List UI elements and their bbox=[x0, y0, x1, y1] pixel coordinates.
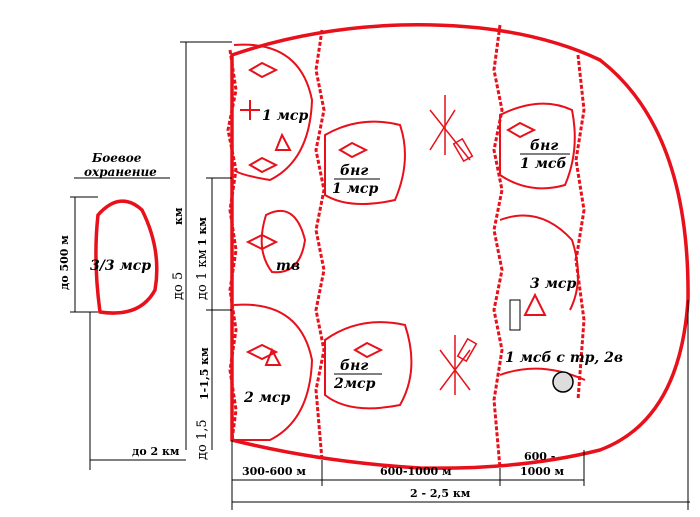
bng3-area bbox=[499, 102, 576, 190]
co2-label: 2 мср bbox=[243, 390, 290, 406]
guard-outline bbox=[94, 199, 159, 315]
guard-title-1: Боевое bbox=[91, 151, 142, 165]
separator-4 bbox=[574, 54, 586, 401]
guard-title-2: охранение bbox=[84, 165, 157, 179]
co1-area bbox=[233, 43, 314, 182]
co3-area bbox=[499, 214, 580, 311]
guard-unit-label: 3/3 мср bbox=[90, 258, 151, 274]
dimension-lines bbox=[70, 41, 690, 510]
unit-flag-icons bbox=[240, 100, 547, 366]
bng1-area bbox=[324, 120, 406, 205]
separator-2 bbox=[314, 29, 326, 461]
main-body-arc bbox=[499, 367, 586, 381]
bng2-area bbox=[324, 321, 413, 410]
bng1-top-label: бнг bbox=[340, 163, 368, 179]
co-front-label-2: до 1,5 bbox=[195, 419, 210, 460]
total-depth-unit: км bbox=[172, 207, 185, 225]
bng3-bottom-label: 1 мсб bbox=[520, 156, 567, 172]
co-front-label: 1-1,5 км bbox=[198, 347, 211, 400]
segment-3-label-a: 600 - bbox=[524, 450, 555, 463]
bng3-top-label: бнг bbox=[530, 138, 558, 154]
separator-1 bbox=[226, 49, 238, 441]
bng2-top-label: бнг bbox=[340, 358, 368, 374]
guard-distance-label: до 2 км bbox=[132, 445, 180, 458]
between-distance-label-2: 1 км bbox=[196, 217, 209, 246]
segment-3-label-b: 1000 м bbox=[520, 465, 564, 478]
total-depth-label: до 5 bbox=[171, 272, 186, 300]
direction-arrows-top bbox=[429, 95, 474, 163]
diamond-icons bbox=[245, 61, 537, 361]
co3-label: 3 мср bbox=[530, 276, 576, 292]
bng1-bottom-label: 1 мср bbox=[332, 181, 378, 197]
main-formation-outline bbox=[230, 23, 690, 470]
vehicle-icon bbox=[509, 299, 521, 331]
segment-1-label: 300-600 м bbox=[242, 465, 306, 478]
segment-2-label: 600-1000 м bbox=[380, 465, 452, 478]
direction-arrows-bottom bbox=[439, 335, 478, 395]
between-distance-label: до 1 км bbox=[195, 249, 210, 300]
total-width-label: 2 - 2,5 км bbox=[410, 487, 471, 500]
separator-3 bbox=[492, 24, 504, 469]
main-body-label: 1 мсб с тр, 2в bbox=[505, 350, 623, 366]
co1-label: 1 мср bbox=[262, 108, 308, 124]
artillery-icon bbox=[552, 371, 574, 393]
guard-height-label: до 500 м bbox=[58, 235, 71, 290]
co2-area bbox=[233, 303, 314, 441]
bng2-bottom-label: 2мср bbox=[333, 376, 376, 392]
tank-label: тв bbox=[276, 258, 300, 274]
